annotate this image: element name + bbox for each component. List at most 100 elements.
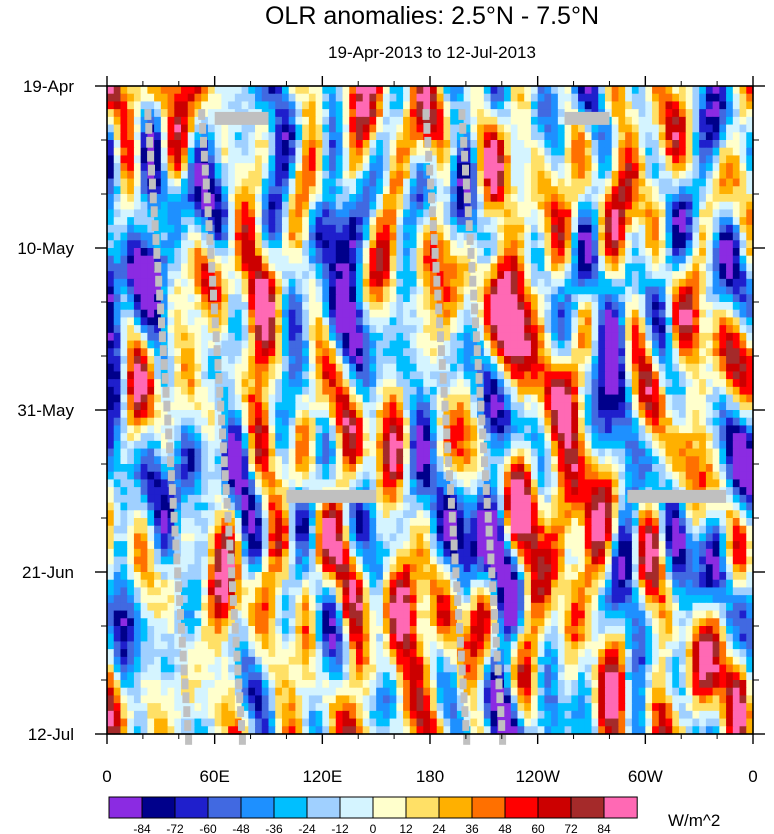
heatmap-cell — [490, 86, 498, 95]
heatmap-cell — [275, 163, 283, 172]
heatmap-cell — [665, 232, 673, 241]
heatmap-cell — [396, 263, 404, 272]
heatmap-cell — [133, 433, 142, 442]
heatmap-cell — [201, 386, 209, 396]
heatmap-cell — [396, 224, 404, 234]
heatmap-cell — [524, 209, 532, 218]
heatmap-cell — [355, 194, 364, 203]
heatmap-cell — [551, 147, 559, 157]
heatmap-cell — [544, 471, 552, 481]
heatmap-cell — [450, 309, 458, 319]
heatmap-cell — [295, 332, 303, 342]
heatmap-cell — [625, 209, 633, 218]
heatmap-cell — [315, 348, 323, 357]
heatmap-cell — [557, 155, 566, 164]
heatmap-cell — [739, 155, 747, 164]
heatmap-cell — [564, 263, 572, 272]
heatmap-cell — [113, 140, 122, 149]
heatmap-cell — [329, 155, 337, 164]
heatmap-cell — [652, 363, 660, 373]
heatmap-cell — [255, 386, 263, 396]
heatmap-cell — [403, 124, 411, 133]
heatmap-cell — [261, 124, 270, 133]
heatmap-cell — [147, 224, 155, 234]
heatmap-cell — [584, 402, 593, 411]
heatmap-cell — [692, 325, 700, 334]
heatmap-cell — [207, 433, 216, 442]
heatmap-cell — [618, 471, 626, 481]
heatmap-cell — [302, 410, 310, 419]
heatmap-cell — [524, 456, 532, 465]
heatmap-cell — [201, 224, 209, 234]
heatmap-cell — [376, 155, 384, 164]
heatmap-cell — [719, 363, 727, 373]
heatmap-cell — [443, 294, 451, 303]
heatmap-cell — [416, 302, 424, 311]
heatmap-cell — [699, 448, 707, 457]
heatmap-cell — [652, 194, 660, 203]
heatmap-cell — [456, 340, 465, 349]
heatmap-cell — [477, 232, 485, 241]
heatmap-cell — [490, 286, 498, 295]
heatmap-cell — [396, 255, 404, 265]
heatmap-cell — [221, 132, 229, 141]
heatmap-cell — [497, 448, 505, 457]
heatmap-cell — [409, 194, 418, 203]
heatmap-cell — [127, 386, 135, 396]
heatmap-cell — [618, 248, 626, 257]
heatmap-cell — [483, 147, 492, 157]
heatmap-cell — [376, 140, 384, 149]
heatmap-cell — [678, 109, 687, 118]
heatmap-cell — [490, 155, 498, 164]
heatmap-cell — [618, 309, 626, 319]
heatmap-cell — [174, 386, 182, 396]
heatmap-cell — [618, 93, 626, 103]
heatmap-cell — [396, 86, 404, 95]
heatmap-cell — [403, 201, 411, 211]
heatmap-cell — [685, 410, 694, 419]
heatmap-cell — [658, 417, 667, 427]
heatmap-cell — [604, 302, 613, 311]
heatmap-cell — [578, 464, 586, 473]
heatmap-cell — [214, 394, 222, 403]
heatmap-cell — [362, 232, 371, 241]
heatmap-cell — [275, 363, 283, 373]
heatmap-cell — [295, 425, 303, 434]
heatmap-cell — [349, 217, 357, 226]
heatmap-cell — [261, 417, 270, 427]
heatmap-cell — [281, 178, 290, 187]
heatmap-cell — [127, 440, 135, 450]
heatmap-cell — [685, 356, 694, 365]
heatmap-cell — [234, 356, 243, 365]
heatmap-cell — [154, 147, 162, 157]
heatmap-cell — [389, 471, 397, 481]
heatmap-cell — [329, 101, 337, 110]
heatmap-cell — [174, 286, 182, 295]
heatmap-cell — [241, 186, 249, 195]
heatmap-cell — [712, 294, 720, 303]
heatmap-cell — [416, 224, 424, 234]
heatmap-cell — [120, 302, 128, 311]
heatmap-cell — [571, 217, 579, 226]
heatmap-cell — [746, 263, 754, 272]
heatmap-cell — [463, 325, 471, 334]
heatmap-cell — [551, 109, 559, 118]
heatmap-cell — [275, 155, 283, 164]
heatmap-cell — [672, 178, 680, 187]
heatmap-cell — [248, 433, 256, 442]
heatmap-cell — [302, 124, 310, 133]
heatmap-cell — [631, 302, 640, 311]
heatmap-cell — [611, 186, 620, 195]
heatmap-cell — [719, 101, 727, 110]
heatmap-cell — [194, 356, 202, 365]
heatmap-cell — [450, 147, 458, 157]
heatmap-cell — [322, 232, 330, 241]
heatmap-cell — [470, 217, 478, 226]
heatmap-cell — [665, 132, 673, 141]
heatmap-cell — [181, 356, 189, 365]
heatmap-cell — [739, 132, 747, 141]
heatmap-cell — [692, 456, 700, 465]
heatmap-cell — [524, 124, 532, 133]
heatmap-cell — [221, 224, 229, 234]
heatmap-cell — [160, 186, 169, 195]
